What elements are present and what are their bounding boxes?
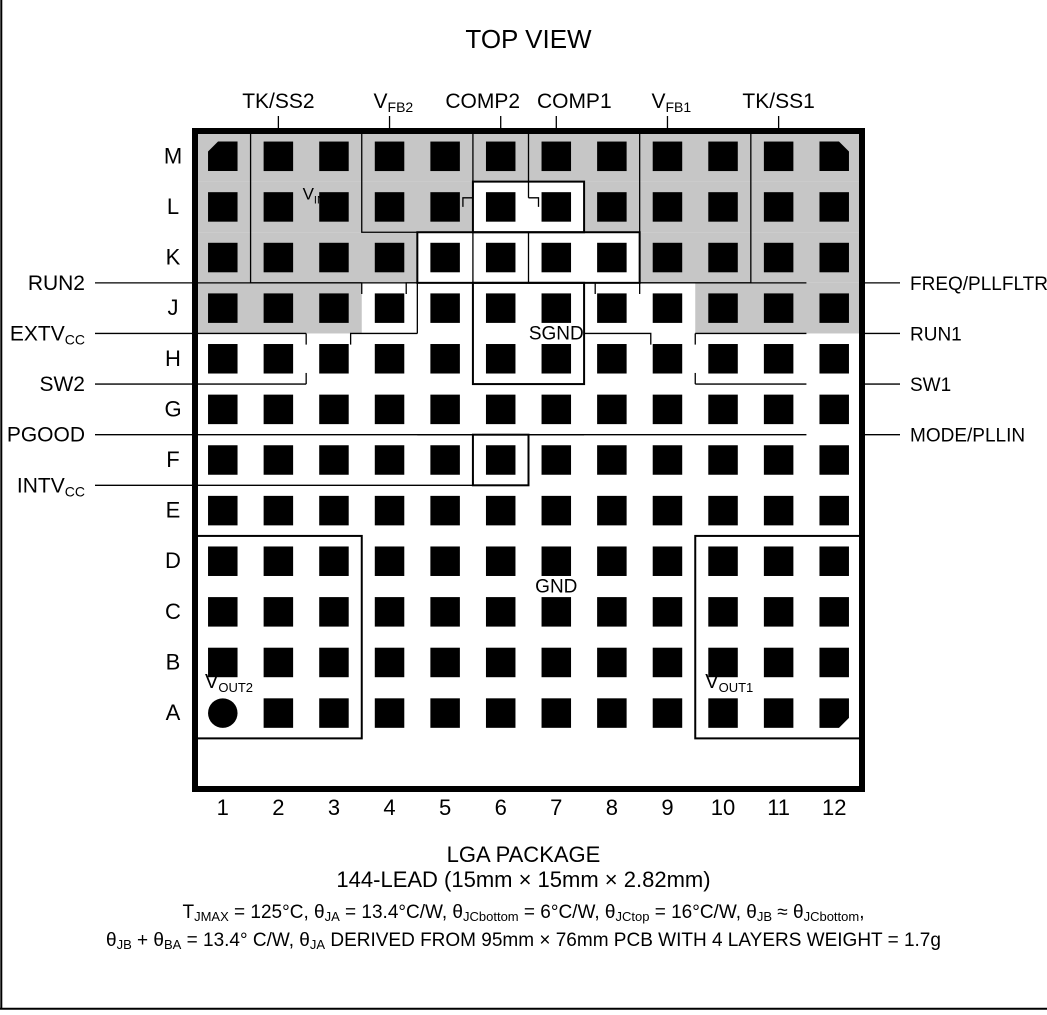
svg-text:E: E: [166, 498, 181, 523]
svg-text:F: F: [166, 447, 179, 472]
svg-text:G: G: [164, 396, 181, 421]
svg-text:TOP VIEW: TOP VIEW: [465, 24, 592, 54]
svg-text:K: K: [166, 245, 181, 270]
svg-text:SGND: SGND: [529, 323, 584, 344]
svg-text:TK/SS1: TK/SS1: [742, 90, 814, 113]
svg-text:MODE/PLLIN: MODE/PLLIN: [910, 426, 1025, 447]
svg-text:PGOOD: PGOOD: [7, 424, 85, 447]
svg-text:10: 10: [711, 795, 735, 820]
svg-text:RUN1: RUN1: [910, 324, 962, 345]
svg-text:A: A: [166, 700, 181, 725]
svg-text:GND: GND: [535, 577, 577, 598]
svg-text:D: D: [165, 548, 181, 573]
svg-text:LGA PACKAGE: LGA PACKAGE: [447, 842, 601, 867]
svg-text:B: B: [166, 649, 181, 674]
svg-text:SW2: SW2: [39, 373, 85, 396]
svg-text:COMP1: COMP1: [537, 90, 612, 113]
svg-text:1: 1: [217, 795, 229, 820]
svg-text:TK/SS2: TK/SS2: [242, 90, 314, 113]
svg-text:6: 6: [495, 795, 507, 820]
svg-text:SW1: SW1: [910, 375, 951, 396]
svg-text:3: 3: [328, 795, 340, 820]
svg-text:2: 2: [272, 795, 284, 820]
svg-text:C: C: [165, 599, 181, 624]
svg-text:FREQ/PLLFLTR: FREQ/PLLFLTR: [910, 274, 1047, 295]
svg-text:12: 12: [822, 795, 846, 820]
svg-text:M: M: [164, 143, 182, 168]
svg-text:7: 7: [550, 795, 562, 820]
svg-text:θJB + θBA = 13.4° C/W, θJA DER: θJB + θBA = 13.4° C/W, θJA DERIVED FROM …: [106, 930, 941, 952]
svg-text:9: 9: [661, 795, 673, 820]
svg-text:RUN2: RUN2: [28, 272, 85, 295]
svg-text:144-LEAD (15mm × 15mm × 2.82mm: 144-LEAD (15mm × 15mm × 2.82mm): [336, 867, 710, 892]
svg-text:J: J: [168, 295, 179, 320]
svg-text:L: L: [167, 194, 179, 219]
svg-text:COMP2: COMP2: [445, 90, 520, 113]
svg-text:11: 11: [767, 795, 790, 820]
svg-text:5: 5: [439, 795, 451, 820]
svg-text:H: H: [165, 346, 181, 371]
svg-text:4: 4: [383, 795, 395, 820]
svg-text:8: 8: [606, 795, 618, 820]
